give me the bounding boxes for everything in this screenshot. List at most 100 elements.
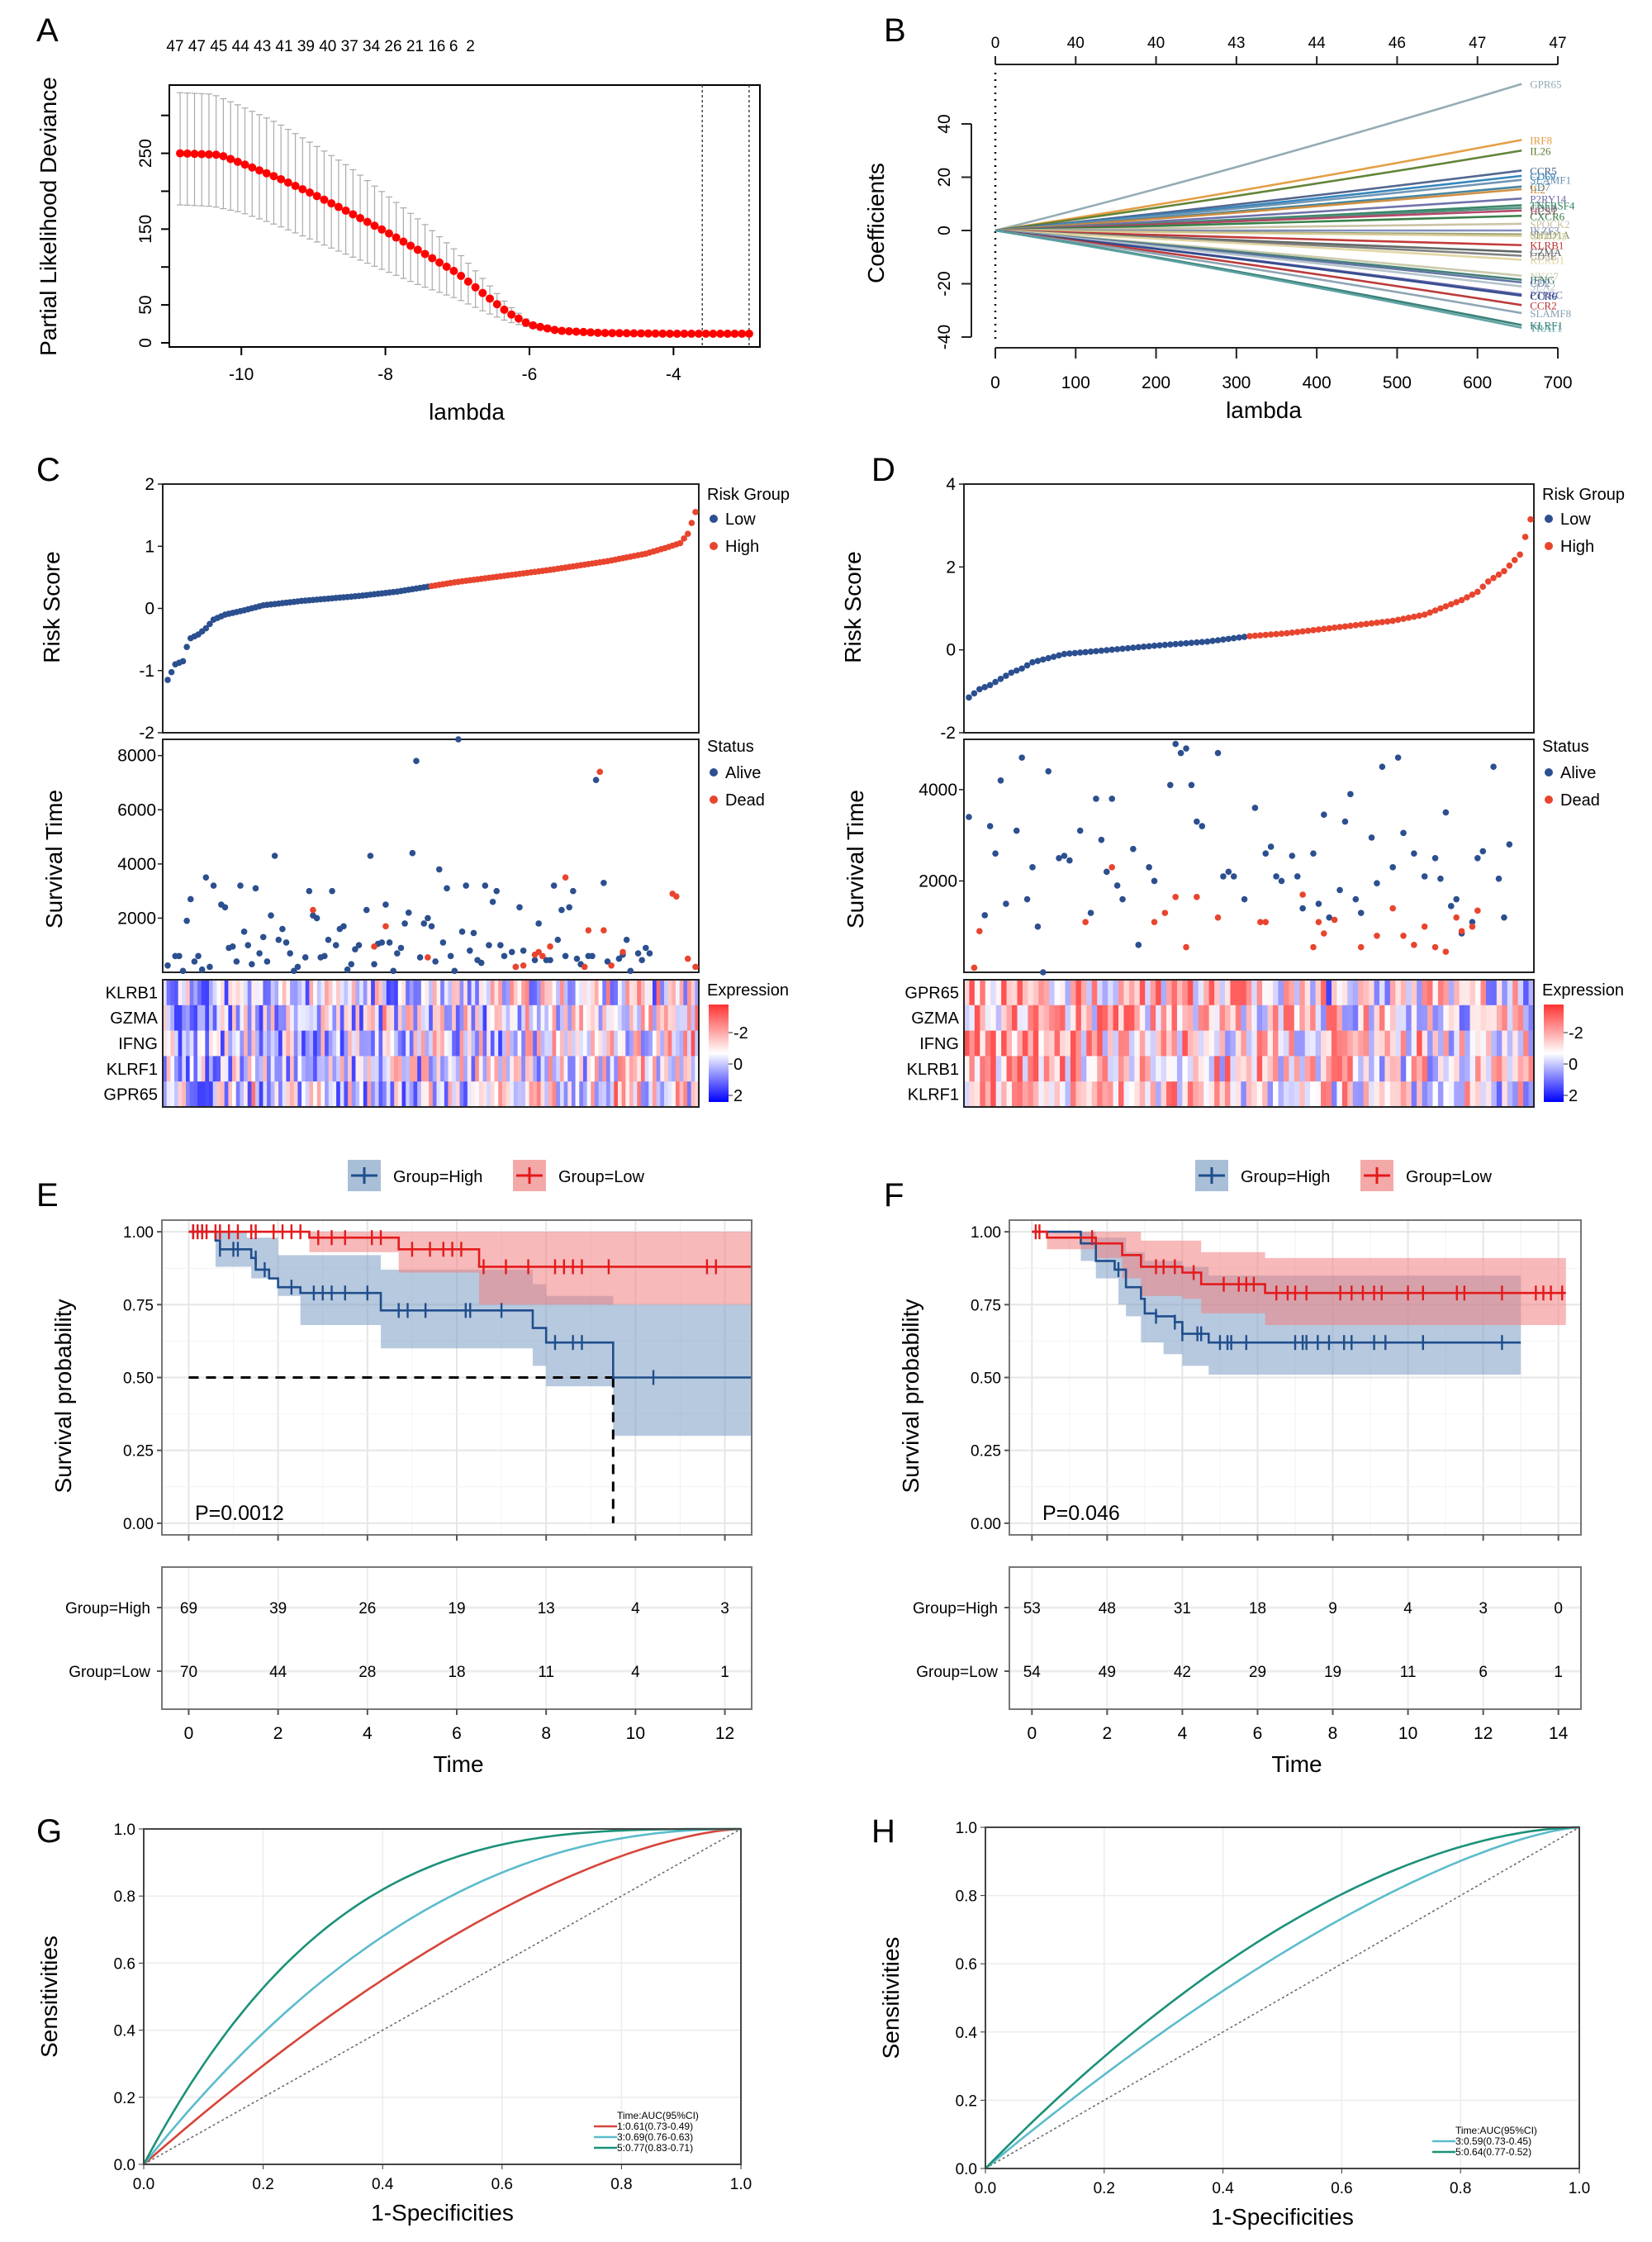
alive-point: [164, 962, 171, 969]
heatmap-cell: [244, 980, 249, 1006]
heatmap-cell: [1118, 1081, 1125, 1108]
gene-label: HCST: [1530, 205, 1557, 217]
heatmap-cell: [313, 1005, 318, 1031]
heatmap-cell: [1347, 1081, 1354, 1108]
heatmap-cell: [1113, 1005, 1119, 1031]
deviance-point: [377, 225, 387, 234]
heatmap-cell: [1326, 980, 1332, 1006]
heatmap-cell: [579, 1030, 584, 1057]
heatmap-cell: [1161, 1056, 1167, 1082]
heatmap-cell: [1161, 1081, 1167, 1108]
risk-score-point: [1479, 583, 1487, 590]
risk-table-row-label: Group=Low: [916, 1664, 998, 1681]
alive-point: [1394, 754, 1402, 761]
heatmap-cell: [482, 980, 487, 1006]
y-axis-title: Partial Likelihood Deviance: [36, 77, 61, 356]
heatmap-cell: [436, 1081, 441, 1108]
heatmap-cell: [980, 1056, 986, 1082]
heatmap-cell: [386, 1005, 392, 1031]
heatmap-cell: [544, 1005, 549, 1031]
alive-point: [1411, 850, 1417, 857]
heatmap-cell: [293, 1056, 299, 1082]
risk-score-point: [1469, 591, 1476, 598]
legend-label: Low: [725, 511, 756, 529]
heatmap-cell: [490, 1056, 496, 1082]
risk-score-point: [1103, 647, 1110, 653]
heatmap-cell: [467, 1056, 472, 1082]
gene-label: CCR5: [1530, 164, 1557, 177]
heatmap-cell: [964, 1081, 971, 1108]
heatmap-cell: [667, 1005, 672, 1031]
heatmap-cell: [216, 980, 221, 1006]
heatmap-cell: [536, 1030, 542, 1057]
deviance-point: [500, 305, 509, 314]
heatmap-cell: [1182, 1081, 1189, 1108]
x-tick-label: 4: [1178, 1724, 1188, 1743]
heatmap-cell: [1273, 1030, 1279, 1057]
heatmap-cell: [1475, 1005, 1482, 1031]
alive-point: [344, 966, 351, 973]
heatmap-cell: [178, 1005, 183, 1031]
heatmap-cell: [1214, 1030, 1221, 1057]
alive-point: [1479, 848, 1487, 855]
heatmap-cell: [413, 1056, 418, 1082]
heatmap-cell: [170, 1056, 175, 1082]
dead-point: [310, 906, 316, 914]
at-risk-count: 3: [1479, 1600, 1488, 1617]
heatmap-cell: [1006, 1056, 1013, 1082]
heatmap-cell: [602, 1030, 607, 1057]
legend-title: Expression: [1542, 981, 1624, 1000]
risk-score-point: [1294, 629, 1301, 635]
risk-score-point: [1241, 634, 1248, 640]
heatmap-cell: [459, 1056, 464, 1082]
heatmap-cell: [552, 1005, 557, 1031]
y-tick-label: 2000: [117, 909, 156, 928]
heatmap-cell: [1118, 980, 1125, 1006]
heatmap-cell: [1363, 1005, 1370, 1031]
heatmap-cell: [448, 1056, 453, 1082]
heatmap-cell: [228, 1030, 233, 1057]
heatmap-cell: [1517, 1030, 1524, 1057]
survival-curve: [1032, 1230, 1566, 1294]
alive-point: [986, 823, 994, 829]
dead-point: [976, 928, 983, 935]
legend-label: Alive: [1560, 764, 1596, 782]
heatmap-cell: [1156, 1081, 1162, 1108]
heatmap-cell: [209, 1030, 214, 1057]
x-tick-label: -6: [522, 365, 538, 384]
risk-score-point: [1453, 599, 1460, 606]
gene-label: GPR65: [1530, 78, 1561, 91]
deviance-point: [190, 150, 199, 159]
heatmap-cell: [374, 1005, 380, 1031]
heatmap-cell: [1187, 1081, 1194, 1108]
heatmap-cell: [691, 980, 695, 1006]
risk-score-point: [1437, 605, 1444, 612]
survival-time-frame: [963, 739, 1535, 973]
heatmap-cell: [1389, 1056, 1396, 1082]
heatmap-cell: [263, 1056, 268, 1082]
heatmap-cell: [1043, 1081, 1050, 1108]
heatmap-cell: [235, 980, 240, 1006]
deviance-point: [550, 325, 559, 335]
heatmap-cell: [579, 1081, 584, 1108]
heatmap-cell: [513, 1056, 519, 1082]
heatmap-cell: [1369, 1030, 1375, 1057]
heatmap-cell: [309, 1005, 314, 1031]
top-axis-label: 40: [1147, 35, 1165, 52]
risk-score-point: [1284, 629, 1290, 637]
heatmap-cell: [552, 1030, 557, 1057]
risk-score-point: [688, 520, 695, 526]
heatmap-cell: [594, 980, 600, 1006]
heatmap-cell: [382, 1081, 387, 1108]
risk-score-point: [1289, 629, 1296, 636]
heatmap-cell: [1032, 1030, 1039, 1057]
heatmap-cell: [1321, 980, 1327, 1006]
heatmap-cell: [1422, 1005, 1428, 1031]
heatmap-cell: [1336, 1005, 1343, 1031]
alive-point: [397, 944, 405, 952]
heatmap-cell: [1347, 980, 1354, 1006]
heatmap-cell: [478, 980, 484, 1006]
heatmap-cell: [1491, 1056, 1498, 1082]
heatmap-cell: [1091, 1081, 1098, 1108]
at-risk-count: 9: [1328, 1600, 1337, 1617]
